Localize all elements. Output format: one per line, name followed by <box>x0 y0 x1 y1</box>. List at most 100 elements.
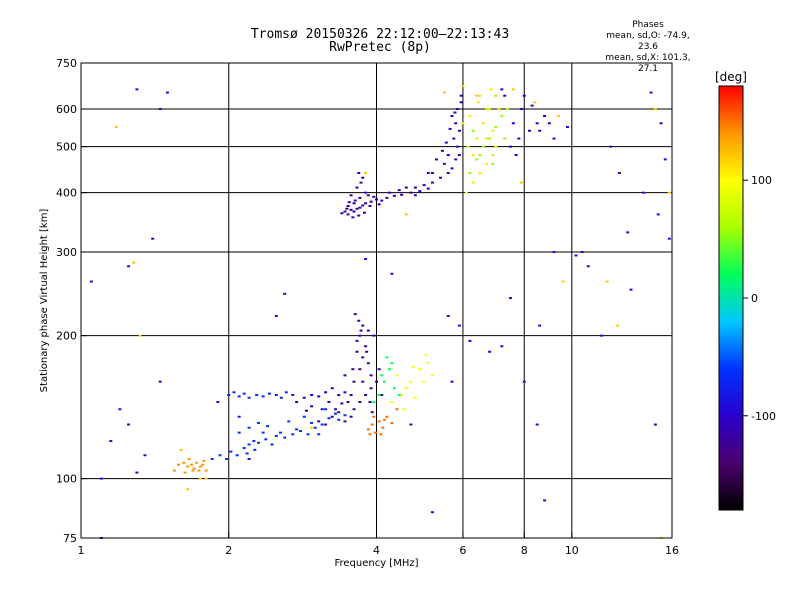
data-point <box>361 176 365 179</box>
data-point <box>237 415 241 418</box>
data-point <box>349 194 353 197</box>
data-point <box>484 162 488 165</box>
data-point <box>626 231 630 234</box>
data-point <box>274 434 278 437</box>
data-point <box>364 394 368 397</box>
data-point <box>442 91 446 94</box>
data-point <box>127 265 131 268</box>
data-point <box>426 187 430 190</box>
data-point <box>355 350 359 353</box>
data-point <box>179 448 183 451</box>
data-point <box>475 94 479 97</box>
data-point <box>448 127 452 130</box>
data-point <box>320 423 324 426</box>
data-point <box>324 408 328 411</box>
data-point <box>343 414 347 417</box>
data-point <box>387 191 391 194</box>
data-point <box>609 145 613 148</box>
data-point <box>653 108 657 111</box>
data-point <box>580 251 584 254</box>
data-point <box>343 210 347 213</box>
data-point <box>464 191 468 194</box>
data-point <box>198 465 202 468</box>
x-tick-label: 1 <box>78 544 85 557</box>
data-point <box>475 158 479 161</box>
data-point <box>385 415 389 418</box>
data-point <box>616 324 620 327</box>
y-tick-label: 75 <box>63 532 77 545</box>
data-point <box>456 145 460 148</box>
data-point <box>109 440 113 443</box>
data-point <box>306 433 310 436</box>
data-point <box>422 184 426 187</box>
data-point <box>382 380 386 383</box>
data-point <box>253 448 257 451</box>
data-point <box>366 329 370 332</box>
data-point <box>488 137 492 140</box>
data-point <box>497 108 501 111</box>
data-point <box>372 334 376 337</box>
data-point <box>255 394 259 397</box>
data-point <box>395 408 399 411</box>
y-axis-label: Stationary phase Virtual Height [km] <box>39 209 50 393</box>
y-tick-label: 400 <box>56 187 77 200</box>
data-point <box>514 154 518 157</box>
data-point <box>266 425 270 428</box>
data-point <box>270 443 274 446</box>
data-point <box>430 181 434 184</box>
data-point <box>390 362 394 365</box>
data-point <box>284 391 288 394</box>
data-point <box>261 431 265 434</box>
data-point <box>187 457 191 460</box>
data-point <box>358 368 362 371</box>
data-point <box>352 380 356 383</box>
data-point <box>362 211 366 214</box>
data-point <box>390 421 394 424</box>
data-point <box>368 433 372 436</box>
data-point <box>456 108 460 111</box>
data-point <box>247 396 251 399</box>
data-point <box>346 213 350 216</box>
data-point <box>653 423 657 426</box>
data-point <box>366 194 370 197</box>
data-point <box>257 421 261 424</box>
data-point <box>359 181 363 184</box>
colorbar-tick-label: 100 <box>751 174 772 187</box>
data-point <box>317 420 321 423</box>
data-point <box>461 85 465 88</box>
data-point <box>430 172 434 175</box>
data-point <box>337 411 341 414</box>
data-point <box>355 207 359 210</box>
data-point <box>349 415 353 418</box>
plot-points <box>89 85 671 539</box>
data-point <box>352 408 356 411</box>
data-point <box>317 395 321 398</box>
y-tick-label: 600 <box>56 103 77 116</box>
data-point <box>446 315 450 318</box>
data-point <box>274 315 278 318</box>
data-point <box>500 88 504 91</box>
data-point <box>186 465 190 468</box>
data-point <box>313 426 317 429</box>
data-point <box>552 137 556 140</box>
data-point <box>218 454 222 457</box>
data-point <box>343 391 347 394</box>
data-point <box>404 387 408 390</box>
chart-subtitle: RwPretec (8p) <box>329 40 431 55</box>
data-point <box>522 94 526 97</box>
data-point <box>503 137 507 140</box>
data-point <box>302 415 306 418</box>
data-point <box>346 401 350 404</box>
data-point <box>375 380 378 383</box>
data-point <box>452 137 456 140</box>
data-point <box>471 154 475 157</box>
phase-statistics: Phases mean, sd,O: -74.9, 23.6 mean, sd,… <box>598 20 698 75</box>
data-point <box>151 237 155 240</box>
data-point <box>172 469 176 472</box>
data-point <box>343 420 347 423</box>
data-point <box>237 431 241 434</box>
data-point <box>252 440 256 443</box>
data-point <box>242 392 246 395</box>
data-point <box>380 394 384 397</box>
data-point <box>324 391 328 394</box>
